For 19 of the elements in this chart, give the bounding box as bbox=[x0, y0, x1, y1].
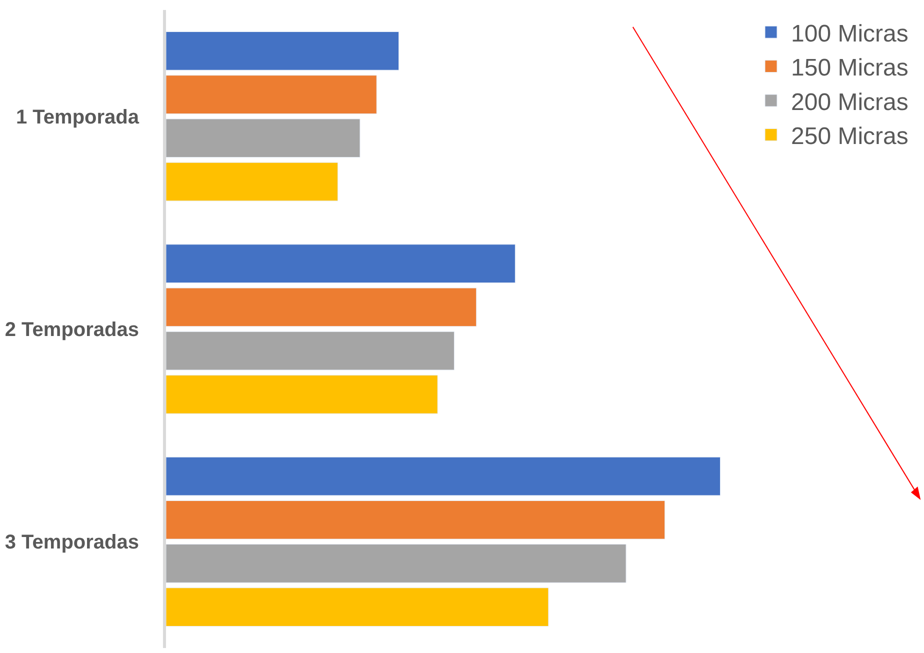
bar bbox=[166, 374, 438, 414]
bar bbox=[166, 544, 626, 583]
bar bbox=[166, 162, 338, 202]
legend-label: 250 Micras bbox=[791, 123, 908, 150]
bar bbox=[166, 75, 377, 114]
y-tick-label: 3 Temporadas bbox=[4, 532, 139, 554]
bar bbox=[166, 331, 454, 370]
bar bbox=[166, 32, 400, 70]
bar bbox=[166, 288, 477, 327]
y-tick-label: 1 Temporada bbox=[16, 106, 140, 128]
bar bbox=[166, 500, 666, 540]
legend-label: 200 Micras bbox=[791, 88, 908, 116]
bar bbox=[166, 118, 360, 158]
bar bbox=[166, 244, 516, 284]
bar bbox=[166, 588, 549, 626]
bar bbox=[166, 456, 721, 496]
y-tick-label: 2 Temporadas bbox=[4, 319, 139, 341]
legend-label: 100 Micras bbox=[791, 20, 908, 48]
legend-label: 150 Micras bbox=[791, 54, 908, 82]
